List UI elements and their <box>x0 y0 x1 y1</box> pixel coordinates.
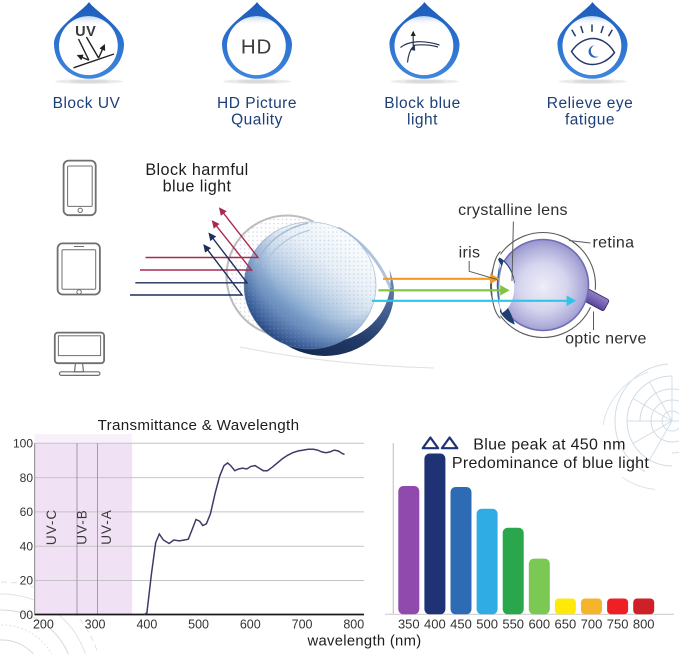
svg-text:UV: UV <box>75 24 96 40</box>
svg-text:80: 80 <box>20 471 34 485</box>
svg-text:wavelength (nm): wavelength (nm) <box>307 634 422 650</box>
svg-text:Block blue: Block blue <box>384 95 461 112</box>
svg-text:40: 40 <box>20 539 34 553</box>
svg-text:Blue peak at 450 nm: Blue peak at 450 nm <box>473 437 625 454</box>
svg-text:500: 500 <box>188 618 209 632</box>
svg-text:750: 750 <box>607 617 629 632</box>
svg-text:HD Picture: HD Picture <box>217 95 297 112</box>
svg-text:Block harmful: Block harmful <box>145 161 248 179</box>
svg-text:HD: HD <box>241 36 272 59</box>
svg-text:retina: retina <box>593 235 635 252</box>
svg-text:Quality: Quality <box>231 112 283 129</box>
svg-text:400: 400 <box>136 618 157 632</box>
svg-text:fatigue: fatigue <box>565 112 615 129</box>
svg-text:20: 20 <box>20 574 34 588</box>
svg-text:650: 650 <box>555 617 577 632</box>
svg-text:UV-B: UV-B <box>75 509 90 545</box>
svg-text:UV-A: UV-A <box>99 509 114 545</box>
svg-text:600: 600 <box>240 618 261 632</box>
svg-text:Predominance of blue light: Predominance of blue light <box>452 455 650 472</box>
svg-text:crystalline lens: crystalline lens <box>458 202 568 219</box>
svg-text:iris: iris <box>459 245 481 262</box>
svg-text:400: 400 <box>424 617 446 632</box>
svg-text:700: 700 <box>581 617 603 632</box>
svg-text:800: 800 <box>343 618 364 632</box>
svg-text:Block UV: Block UV <box>53 95 121 112</box>
svg-text:450: 450 <box>450 617 472 632</box>
svg-text:UV-C: UV-C <box>44 509 59 545</box>
svg-text:optic nerve: optic nerve <box>565 331 647 348</box>
svg-text:350: 350 <box>398 617 420 632</box>
svg-text:Transmittance & Wavelength: Transmittance & Wavelength <box>98 417 300 434</box>
svg-text:blue light: blue light <box>163 178 232 196</box>
svg-text:800: 800 <box>633 617 655 632</box>
svg-text:500: 500 <box>476 617 498 632</box>
svg-text:00: 00 <box>20 608 34 622</box>
svg-text:light: light <box>407 112 438 129</box>
svg-text:100: 100 <box>13 437 33 451</box>
svg-text:700: 700 <box>292 618 313 632</box>
svg-text:550: 550 <box>502 617 524 632</box>
svg-text:600: 600 <box>528 617 550 632</box>
svg-text:300: 300 <box>85 618 106 632</box>
svg-text:60: 60 <box>20 505 34 519</box>
svg-text:Relieve eye: Relieve eye <box>547 95 634 112</box>
svg-text:200: 200 <box>33 618 54 632</box>
